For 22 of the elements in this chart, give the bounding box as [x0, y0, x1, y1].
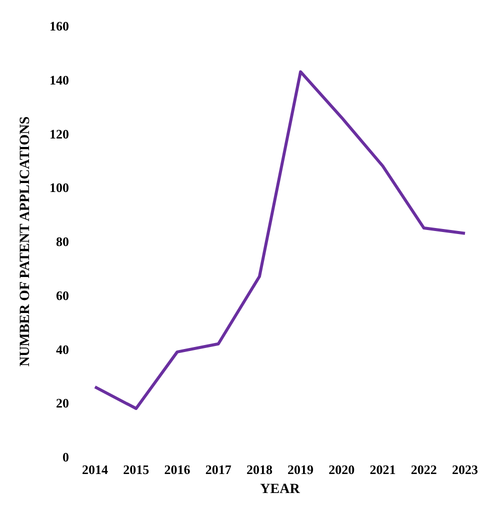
line-series [94, 70, 466, 410]
y-tick-label: 80 [56, 234, 69, 250]
y-axis-title: NUMBER OF PATENT APPLICATIONS [18, 116, 33, 367]
x-tick-label: 2014 [82, 462, 108, 478]
x-tick-label: 2022 [410, 462, 437, 478]
x-tick-label: 2021 [370, 462, 396, 478]
x-tick-label: 2023 [452, 462, 478, 478]
y-tick-label: 140 [50, 72, 69, 88]
y-tick-label: 0 [62, 450, 69, 465]
y-tick-label: 20 [56, 396, 69, 411]
y-tick-label: 40 [56, 342, 69, 357]
x-tick-label: 2016 [164, 462, 191, 478]
x-tick-label: 2018 [246, 462, 273, 478]
x-tick-label: 2020 [328, 462, 355, 478]
y-tick-label: 160 [50, 18, 69, 34]
x-tick-label: 2019 [288, 462, 314, 478]
y-tick-label: 120 [50, 126, 69, 142]
x-tick-label: 2017 [205, 462, 232, 478]
y-tick-label: 60 [56, 288, 69, 303]
y-tick-label: 100 [50, 180, 69, 196]
x-axis-title: YEAR [260, 482, 301, 497]
x-tick-label: 2015 [123, 462, 150, 478]
